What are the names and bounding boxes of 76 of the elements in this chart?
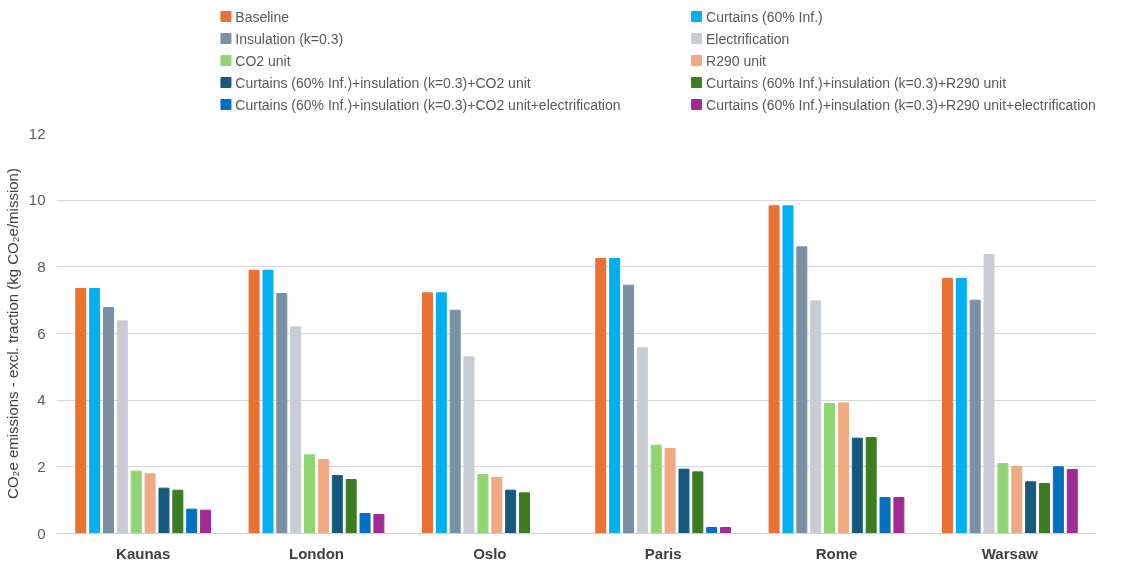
y-axis-title: CO₂e emissions - excl. traction (kg CO₂e/mission) — [3, 168, 21, 499]
bar — [1025, 481, 1037, 534]
bar — [879, 497, 891, 534]
legend-label: Curtains (60% Inf.)+insulation (k=0.3)+CO2 unit — [235, 74, 531, 91]
bar — [692, 471, 704, 534]
bar — [373, 514, 385, 534]
bar — [706, 527, 718, 534]
bar — [997, 463, 1009, 534]
bar — [421, 292, 433, 534]
bar — [955, 278, 967, 534]
legend-label: Curtains (60% Inf.)+insulation (k=0.3)+R290 unit — [706, 74, 1007, 91]
bar — [331, 475, 343, 534]
bar — [1039, 483, 1050, 534]
bar — [678, 468, 690, 534]
y-tick-label: 4 — [37, 391, 46, 409]
bar — [359, 513, 371, 534]
y-tick-label: 12 — [28, 124, 46, 142]
legend-label: Curtains (60% Inf.)+insulation (k=0.3)+CO2 unit+electrification — [235, 96, 621, 113]
bar — [262, 269, 274, 534]
bar — [782, 205, 794, 534]
y-tick-label: 8 — [37, 257, 46, 275]
x-tick-label: Warsaw — [981, 544, 1039, 562]
bar — [595, 258, 607, 534]
bar — [130, 470, 142, 534]
bar — [941, 278, 953, 534]
y-tick-label: 0 — [37, 524, 46, 542]
bar — [248, 269, 260, 534]
bar — [1066, 469, 1078, 534]
x-tick-label: Oslo — [473, 544, 507, 562]
x-tick-label: London — [289, 544, 344, 562]
bar — [449, 309, 461, 534]
bar — [824, 403, 836, 534]
y-tick-label: 6 — [37, 324, 46, 342]
bar — [837, 402, 849, 534]
bar — [969, 299, 981, 534]
bar — [304, 454, 316, 534]
bar — [75, 288, 87, 534]
bar — [317, 459, 329, 534]
bar — [796, 246, 808, 534]
legend-label: Baseline — [235, 8, 290, 25]
bar — [491, 477, 503, 534]
bar — [186, 508, 198, 534]
bar — [200, 509, 212, 534]
bar — [103, 307, 114, 534]
bar — [1011, 465, 1023, 534]
bar — [1052, 466, 1064, 534]
y-tick-label: 10 — [28, 191, 46, 209]
bar — [609, 258, 621, 534]
bar — [623, 284, 634, 534]
bar — [893, 497, 905, 534]
bar — [477, 474, 489, 534]
x-tick-label: Paris — [644, 544, 682, 562]
bar — [172, 489, 184, 534]
bar — [865, 437, 877, 534]
y-tick-label: 2 — [37, 457, 46, 475]
bar — [144, 473, 156, 534]
bar — [720, 527, 732, 534]
x-tick-label: Rome — [815, 544, 858, 562]
bar — [650, 444, 662, 534]
bar — [435, 292, 447, 534]
legend-label: Insulation (k=0.3) — [235, 30, 344, 47]
bar — [768, 205, 780, 534]
bar — [345, 479, 357, 534]
legend-label: Curtains (60% Inf.)+insulation (k=0.3)+R290 unit+electrification — [706, 96, 1096, 113]
legend-label: Curtains (60% Inf.) — [706, 8, 823, 25]
bar — [664, 448, 676, 534]
bar — [851, 437, 863, 534]
bar — [505, 489, 517, 534]
legend-label: CO2 unit — [235, 52, 291, 69]
legend-label: Electrification — [706, 30, 790, 47]
bar — [89, 288, 101, 534]
bar — [519, 492, 530, 534]
x-tick-label: Kaunas — [116, 544, 171, 562]
bar — [276, 293, 288, 534]
legend-label: R290 unit — [706, 52, 767, 69]
bar — [158, 487, 170, 534]
